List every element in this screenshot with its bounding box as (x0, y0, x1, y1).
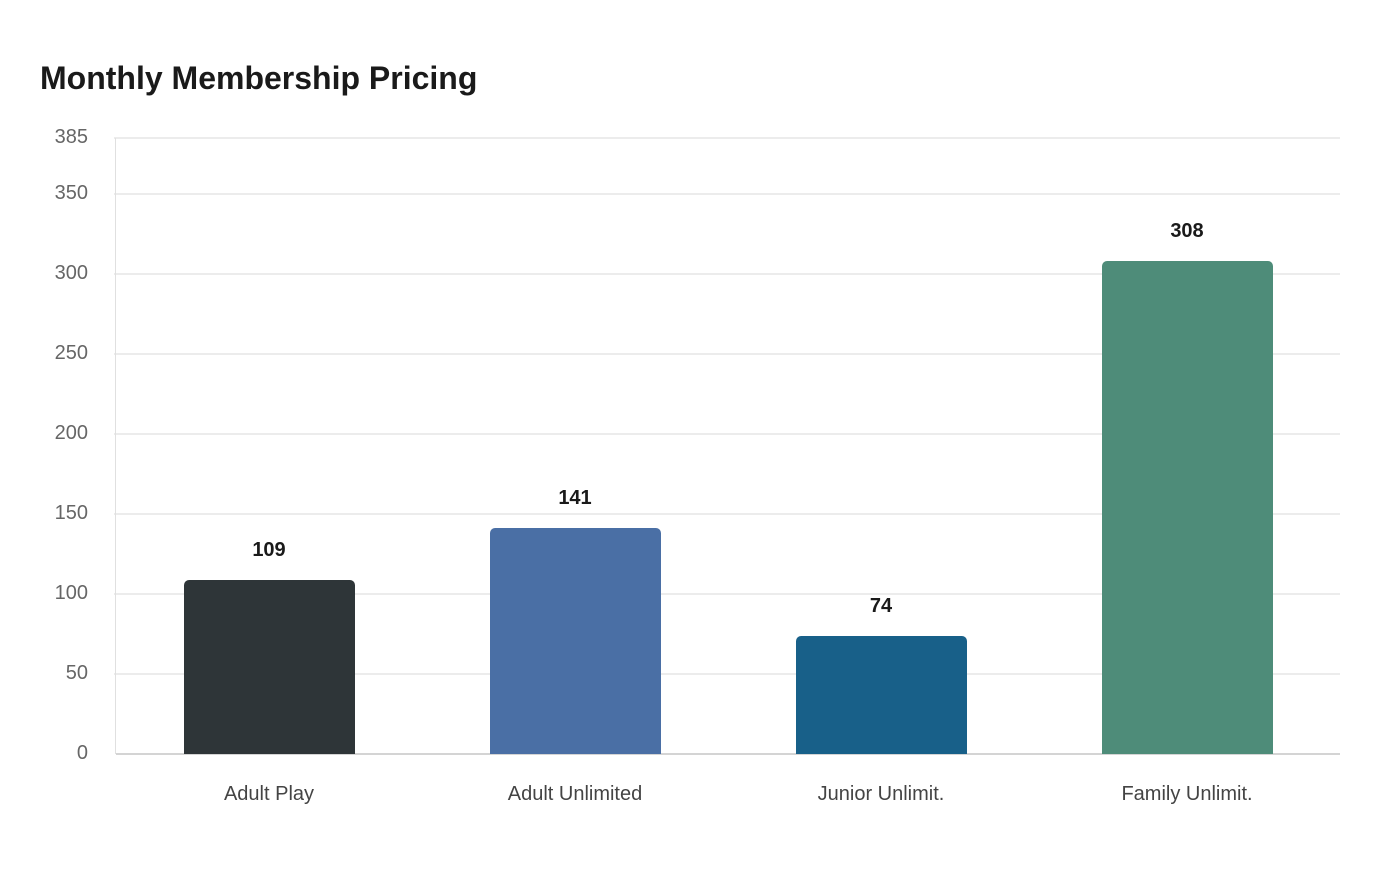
x-axis-line (116, 753, 1340, 755)
gridline (114, 513, 1340, 515)
gridline (114, 593, 1340, 595)
bar-value-label: 308 (1170, 220, 1204, 243)
gridline (114, 353, 1340, 355)
y-tick-label: 250 (54, 342, 88, 364)
y-tick-label: 0 (76, 742, 88, 764)
y-tick-label: 200 (54, 422, 88, 444)
bar-value-label: 141 (558, 487, 592, 510)
chart-title: Monthly Membership Pricing (40, 60, 478, 96)
y-tick-label: 300 (54, 262, 88, 284)
bar (489, 528, 661, 754)
x-tick-label: Junior Unlimit. (817, 783, 945, 805)
y-tick-label: 50 (65, 662, 88, 684)
gridline (114, 433, 1340, 435)
gridline (114, 193, 1340, 195)
x-tick-label: Adult Unlimited (507, 783, 643, 805)
bar (1101, 261, 1273, 754)
x-tick-label: Adult Play (223, 783, 315, 805)
y-tick-label: 385 (54, 126, 88, 148)
gridline (114, 137, 1340, 139)
bar-value-label: 109 (252, 538, 286, 561)
y-tick-label: 100 (54, 582, 88, 604)
gridline (114, 273, 1340, 275)
bar-value-label: 74 (869, 594, 893, 617)
x-tick-label: Family Unlimit. (1121, 783, 1253, 805)
bar (183, 579, 355, 754)
bar (795, 635, 967, 754)
y-axis-line (115, 138, 116, 754)
y-tick-label: 350 (54, 182, 88, 204)
gridline (114, 673, 1340, 675)
y-tick-label: 150 (54, 502, 88, 524)
